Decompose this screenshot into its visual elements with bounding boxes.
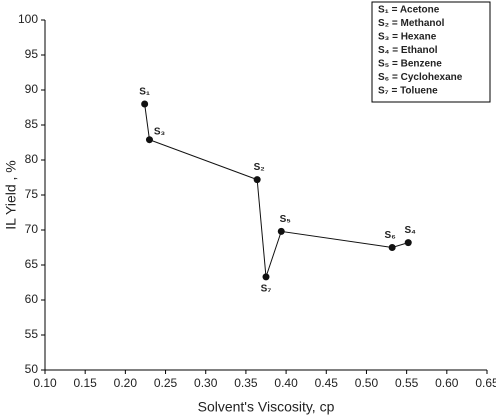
data-line xyxy=(144,103,409,278)
point-label: S₃ xyxy=(154,126,166,137)
y-tick-label: 85 xyxy=(25,117,39,131)
x-tick-label: 0.15 xyxy=(74,376,98,390)
data-point xyxy=(145,136,153,144)
point-label: S₄ xyxy=(405,225,417,236)
data-point xyxy=(388,244,396,251)
data-point xyxy=(253,176,261,184)
point-label: S₆ xyxy=(385,230,396,241)
y-tick-label: 80 xyxy=(25,152,39,166)
x-axis-title: Solvent's Viscosity, cp xyxy=(198,399,335,415)
legend-entry: S₃ = Hexane xyxy=(378,32,437,43)
y-tick-label: 60 xyxy=(25,292,39,306)
data-point xyxy=(262,273,270,281)
legend-entry: S₇ = Toluene xyxy=(378,86,438,97)
data-point xyxy=(277,227,285,235)
point-label: S₁ xyxy=(139,87,150,98)
legend-entry: S₂ = Methanol xyxy=(378,18,445,29)
y-tick-label: 90 xyxy=(25,82,39,96)
point-label: S₇ xyxy=(261,284,272,295)
y-axis-title: IL Yield , % xyxy=(3,160,19,230)
legend-entry: S₁ = Acetone xyxy=(378,5,440,16)
x-tick-label: 0.35 xyxy=(234,376,258,390)
legend-entry: S₆ = Cyclohexane xyxy=(378,72,463,83)
y-tick-label: 50 xyxy=(25,362,39,376)
x-tick-label: 0.40 xyxy=(274,376,298,390)
y-tick-label: 75 xyxy=(25,187,39,201)
y-tick-label: 55 xyxy=(25,327,39,341)
data-point xyxy=(141,100,149,108)
legend-box xyxy=(371,1,491,103)
data-point xyxy=(404,239,412,247)
y-tick-label: 65 xyxy=(25,257,39,271)
legend-entry: S₅ = Benzene xyxy=(378,59,442,70)
y-tick-label: 70 xyxy=(25,222,39,236)
x-tick-label: 0.60 xyxy=(435,376,459,390)
x-tick-label: 0.50 xyxy=(355,376,379,390)
x-tick-label: 0.45 xyxy=(315,376,339,390)
x-tick-label: 0.55 xyxy=(395,376,419,390)
x-tick-label: 0.65 xyxy=(475,376,496,390)
legend-entry: S₄ = Ethanol xyxy=(378,45,438,56)
y-tick-label: 100 xyxy=(18,12,38,26)
x-tick-label: 0.25 xyxy=(154,376,178,390)
point-label: S₂ xyxy=(254,162,265,173)
x-tick-label: 0.10 xyxy=(33,376,57,390)
point-label: S₅ xyxy=(280,214,292,225)
x-tick-label: 0.20 xyxy=(114,376,138,390)
y-tick-label: 95 xyxy=(25,47,39,61)
x-tick-label: 0.30 xyxy=(194,376,218,390)
